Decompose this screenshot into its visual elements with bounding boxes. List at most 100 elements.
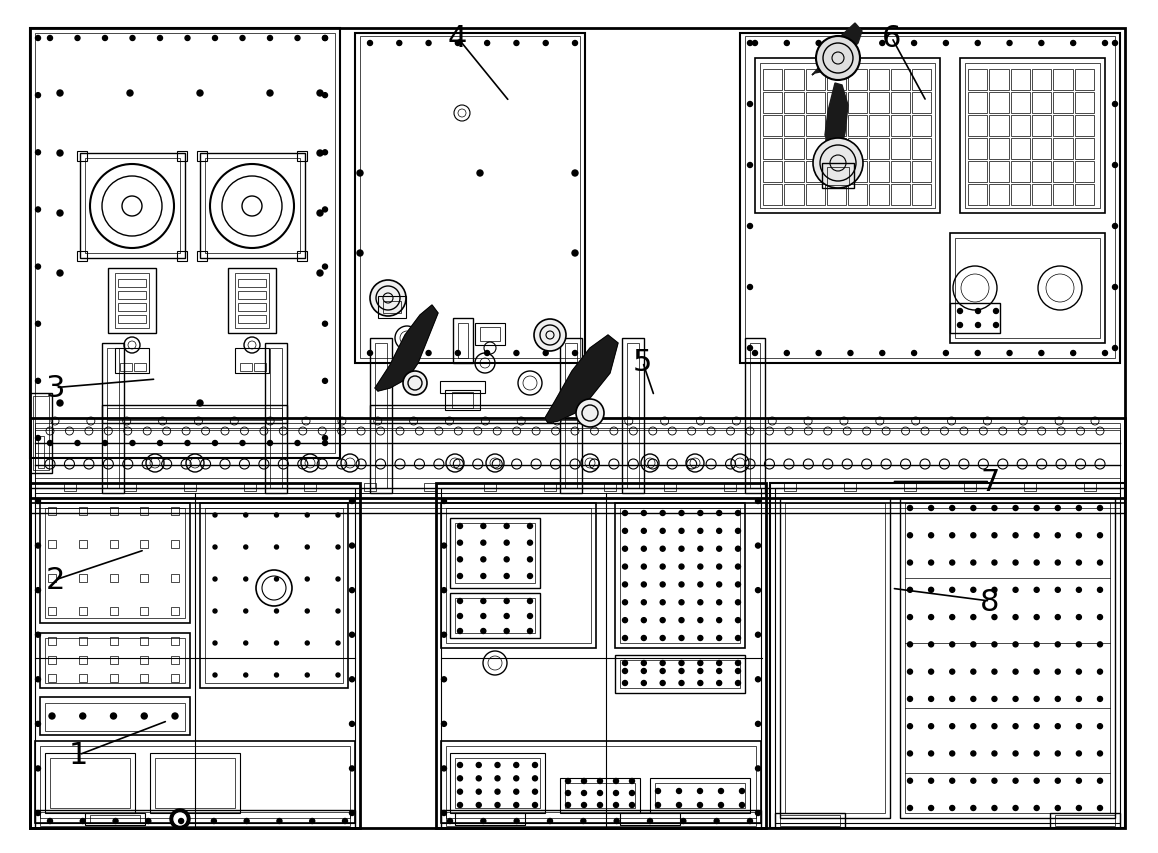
Bar xyxy=(140,541,148,548)
Circle shape xyxy=(908,560,913,566)
Circle shape xyxy=(950,670,954,675)
Circle shape xyxy=(267,441,272,446)
Bar xyxy=(47,607,56,615)
Circle shape xyxy=(697,788,703,793)
Circle shape xyxy=(992,805,997,810)
Bar xyxy=(118,304,146,311)
Circle shape xyxy=(660,600,665,605)
Circle shape xyxy=(1113,285,1117,290)
Bar xyxy=(378,297,406,319)
Bar xyxy=(626,344,639,489)
Bar xyxy=(441,810,761,828)
Circle shape xyxy=(274,514,279,518)
Circle shape xyxy=(367,351,373,356)
Circle shape xyxy=(1098,588,1102,593)
Circle shape xyxy=(676,803,682,808)
Bar xyxy=(968,185,988,206)
Bar xyxy=(745,37,1115,358)
Bar xyxy=(90,815,140,823)
Bar xyxy=(870,162,888,183)
Circle shape xyxy=(950,642,954,647)
Circle shape xyxy=(929,560,933,566)
Circle shape xyxy=(476,789,482,794)
Circle shape xyxy=(455,42,461,46)
Circle shape xyxy=(494,789,500,794)
Bar xyxy=(140,508,148,515)
Circle shape xyxy=(49,713,54,719)
Bar xyxy=(1054,116,1072,136)
Circle shape xyxy=(614,779,618,784)
Circle shape xyxy=(950,615,954,620)
Circle shape xyxy=(717,635,721,641)
Circle shape xyxy=(572,171,578,177)
Circle shape xyxy=(755,588,761,593)
Circle shape xyxy=(212,819,217,823)
Circle shape xyxy=(1034,506,1039,511)
Circle shape xyxy=(642,565,646,570)
Circle shape xyxy=(911,351,917,356)
Bar xyxy=(900,498,1115,818)
Circle shape xyxy=(679,618,684,623)
Circle shape xyxy=(1013,588,1018,593)
Bar xyxy=(110,508,117,515)
Circle shape xyxy=(528,629,533,634)
Circle shape xyxy=(740,788,745,793)
Circle shape xyxy=(533,776,537,780)
Circle shape xyxy=(110,713,117,719)
Circle shape xyxy=(441,499,447,504)
Circle shape xyxy=(504,614,510,618)
Bar xyxy=(963,484,976,491)
Bar xyxy=(806,185,824,206)
Circle shape xyxy=(1034,724,1039,728)
Bar xyxy=(47,574,56,582)
Circle shape xyxy=(243,673,248,677)
Bar xyxy=(844,484,856,491)
Bar xyxy=(827,93,846,113)
Circle shape xyxy=(317,91,323,97)
Circle shape xyxy=(514,803,519,808)
Circle shape xyxy=(514,763,519,768)
Circle shape xyxy=(103,441,108,446)
Circle shape xyxy=(1071,42,1076,46)
Bar xyxy=(870,93,888,113)
Circle shape xyxy=(755,677,761,682)
Circle shape xyxy=(322,322,328,327)
Bar xyxy=(904,484,916,491)
Circle shape xyxy=(623,565,628,570)
Circle shape xyxy=(908,670,913,675)
Circle shape xyxy=(457,614,462,618)
Circle shape xyxy=(36,207,41,212)
Circle shape xyxy=(908,506,913,511)
Circle shape xyxy=(813,139,863,189)
Circle shape xyxy=(1098,724,1102,728)
Circle shape xyxy=(748,346,753,351)
Circle shape xyxy=(336,577,340,581)
Circle shape xyxy=(504,599,510,604)
Circle shape xyxy=(755,722,761,727)
Circle shape xyxy=(274,545,279,549)
Bar xyxy=(968,70,988,91)
Circle shape xyxy=(1113,163,1117,168)
Bar xyxy=(45,703,185,731)
Bar xyxy=(780,498,891,818)
Circle shape xyxy=(576,399,604,427)
Bar xyxy=(364,484,376,491)
Circle shape xyxy=(911,42,917,46)
Bar xyxy=(1054,93,1072,113)
Circle shape xyxy=(970,697,976,701)
Circle shape xyxy=(970,724,976,728)
Circle shape xyxy=(581,779,586,784)
Bar xyxy=(30,393,52,473)
Circle shape xyxy=(322,37,328,42)
Bar xyxy=(41,697,190,735)
Bar xyxy=(989,162,1009,183)
Circle shape xyxy=(309,819,315,823)
Bar xyxy=(1011,116,1029,136)
Bar xyxy=(780,815,840,826)
Bar xyxy=(30,419,1126,498)
Circle shape xyxy=(1098,615,1102,620)
Bar xyxy=(200,503,349,688)
Bar xyxy=(870,70,888,91)
Circle shape xyxy=(1007,351,1012,356)
Circle shape xyxy=(57,151,63,157)
